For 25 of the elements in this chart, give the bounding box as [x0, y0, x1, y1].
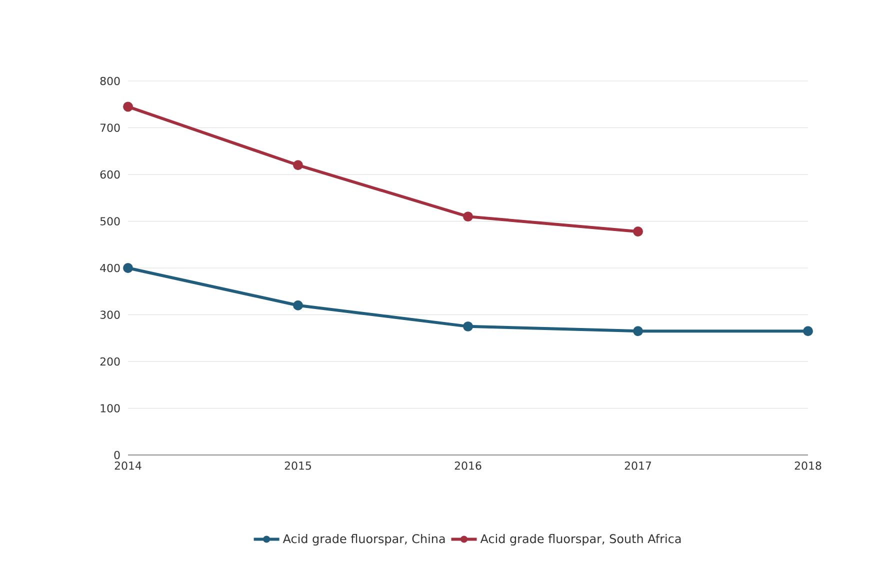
point	[463, 212, 473, 222]
y-tick-label: 300	[100, 310, 120, 319]
y-tick-label: 500	[100, 217, 120, 226]
y-tick-label: 800	[100, 76, 120, 86]
x-tick-label: 2017	[624, 462, 652, 470]
x-tick-label: 2018	[794, 462, 822, 470]
x-tick-label: 2016	[454, 462, 482, 470]
point	[293, 160, 303, 170]
y-tick-label: 700	[100, 124, 120, 132]
y-tick-label: 200	[100, 357, 120, 366]
point	[803, 326, 813, 336]
x-tick-label: 2014	[114, 462, 142, 470]
point	[463, 321, 473, 332]
y-tick-label: 0	[114, 450, 120, 460]
point	[633, 226, 643, 237]
x-tick-label: 2015	[284, 462, 311, 470]
point	[123, 263, 133, 273]
y-tick-label: 600	[100, 170, 120, 179]
y-tick-label: 100	[100, 404, 120, 412]
legend-label: Acid grade fluorspar, South Africa	[480, 534, 681, 546]
legend-label: Acid grade fluorspar, China	[282, 534, 445, 546]
point	[633, 326, 643, 336]
y-tick-label: 400	[100, 264, 120, 272]
point	[123, 102, 133, 112]
point	[293, 300, 303, 310]
